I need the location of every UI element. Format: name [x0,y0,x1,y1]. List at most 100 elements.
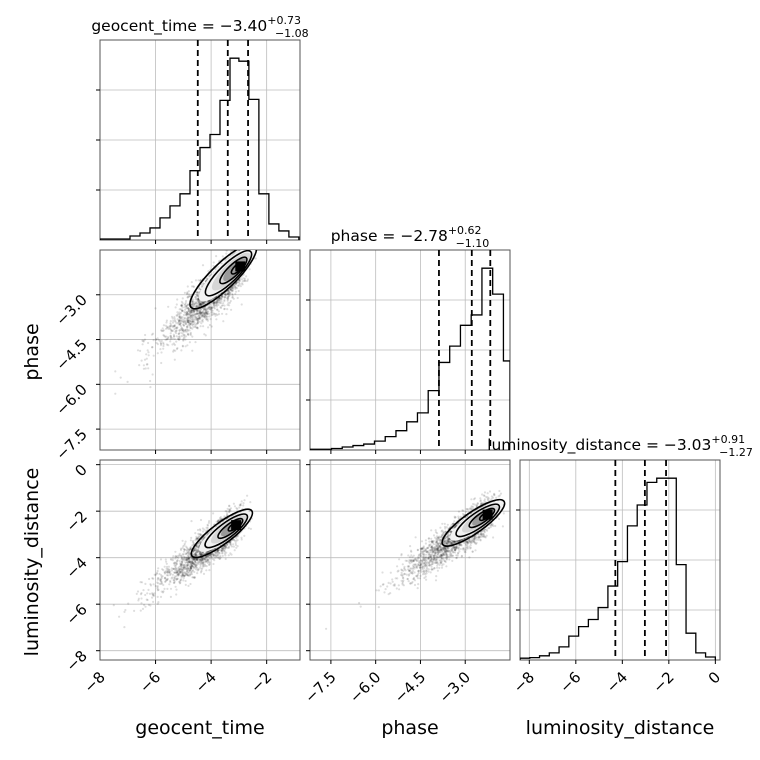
scatter-point [188,561,192,564]
scatter-point [410,582,413,585]
scatter-point [206,555,209,558]
contour-1 [204,513,249,549]
scatter-point [234,292,237,296]
scatter-point [184,552,187,555]
scatter-point [194,553,197,557]
scatter-point [195,312,198,315]
scatter-point [206,560,209,563]
scatter-point [165,578,169,581]
scatter-point [156,586,159,589]
scatter-point [223,296,226,299]
scatter-point [436,564,439,567]
scatter-point [199,304,202,307]
scatter-point [156,352,159,355]
scatter-point [144,593,147,597]
scatter-point [239,502,242,505]
scatter-point [186,319,189,322]
scatter-point [226,292,229,295]
scatter-point [199,303,202,306]
scatter-point [424,564,427,567]
scatter-point [180,319,183,322]
scatter-point [202,302,205,305]
scatter-point [439,546,442,549]
scatter-point [140,359,143,362]
scatter-point [424,542,427,545]
scatter-point [206,554,209,558]
scatter-point [199,566,202,570]
scatter-point [208,563,211,567]
scatter-point [144,605,147,608]
scatter-point [206,318,209,321]
scatter-point [179,568,182,571]
scatter-point [171,576,174,579]
scatter-point [188,557,191,560]
scatter-point [184,540,187,543]
scatter-point [220,296,223,299]
scatter-point [196,305,199,308]
scatter-point [197,312,200,315]
scatter-point [446,548,449,551]
scatter-point [199,518,203,522]
scatter-point [159,342,162,345]
scatter-point [137,599,140,602]
scatter-point [190,314,193,317]
scatter-point [183,310,186,314]
scatter-point [164,570,167,573]
scatter-point [164,335,167,338]
scatter-point [197,537,200,540]
scatter-point [199,301,202,304]
scatter-point [220,298,223,301]
scatter-point [216,519,219,522]
scatter-point [206,561,209,565]
scatter-point [212,302,215,305]
scatter-point [182,320,185,323]
scatter-point [220,306,223,310]
scatter-point [175,329,178,332]
scatter-point [400,568,403,571]
scatter-point [409,549,413,552]
scatter-point [187,567,190,570]
scatter-point [227,293,230,296]
scatter-point [224,294,227,297]
scatter-point [175,593,178,596]
scatter-point [203,536,206,539]
scatter-point [182,330,185,334]
scatter-point [198,551,201,554]
scatter-point [230,308,233,311]
scatter-point [205,557,208,560]
scatter-point [186,561,189,564]
scatter-point [181,547,184,550]
scatter-point [205,311,209,314]
scatter-point [204,311,207,314]
scatter-point [181,309,184,312]
scatter-point [213,557,216,560]
scatter-point [212,553,215,556]
scatter-point [193,310,196,313]
scatter-point [200,558,203,561]
scatter-point [175,570,178,573]
scatter-point [189,573,192,576]
scatter-point [189,582,192,586]
scatter-point [223,552,226,555]
scatter-point [203,535,207,538]
scatter-point [181,573,184,577]
scatter-point [195,565,198,568]
scatter-point [163,334,166,337]
scatter-point [220,300,223,303]
scatter-point [438,544,441,548]
scatter-point [184,565,187,568]
scatter-point [164,571,167,574]
scatter-point [181,558,184,562]
scatter-point [186,296,189,299]
scatter-point [192,558,195,562]
scatter-point [193,576,196,580]
scatter-point [178,323,181,326]
scatter-point [203,333,206,336]
scatter-point [203,315,206,318]
scatter-point [436,549,439,552]
scatter-point [192,562,195,565]
scatter-point [211,557,214,561]
scatter-point [166,567,169,571]
scatter-point [250,235,252,237]
scatter-point [235,287,239,290]
